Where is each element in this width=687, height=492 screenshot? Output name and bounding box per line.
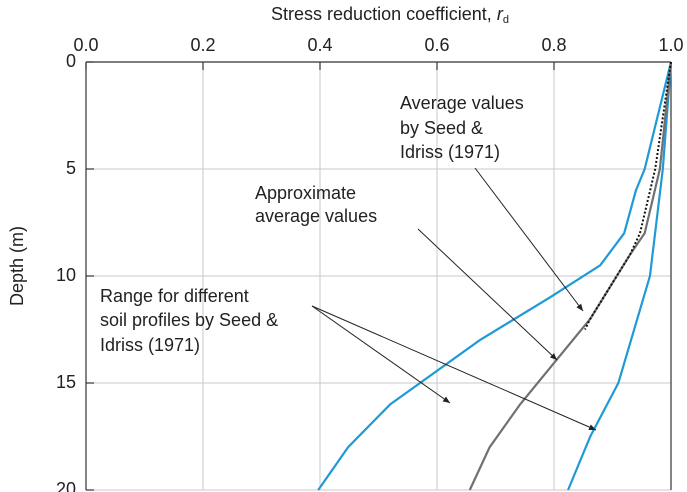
- annotation: Idriss (1971): [400, 142, 500, 162]
- annotation: soil profiles by Seed &: [100, 310, 278, 330]
- x-tick-label: 0.8: [541, 35, 566, 55]
- y-tick-label: 0: [66, 51, 76, 71]
- y-tick-label: 20: [56, 479, 76, 492]
- arrow: [311, 305, 451, 404]
- x-tick-label: 0.6: [424, 35, 449, 55]
- annotation: Idriss (1971): [100, 335, 200, 355]
- annotation: Approximate: [255, 183, 356, 203]
- series-line: [317, 61, 673, 491]
- x-tick-label: 0.2: [190, 35, 215, 55]
- y-tick-label: 10: [56, 265, 76, 285]
- arrow: [474, 167, 584, 312]
- series-line: [584, 61, 672, 330]
- y-tick-label: 15: [56, 372, 76, 392]
- arrow: [417, 228, 558, 361]
- y-axis-label: Depth (m): [7, 226, 27, 306]
- series-line: [567, 61, 673, 491]
- arrow: [311, 305, 597, 431]
- annotation: Average values: [400, 93, 524, 113]
- annotation: average values: [255, 206, 377, 226]
- annotation: by Seed &: [400, 118, 483, 138]
- annotation: Range for different: [100, 286, 249, 306]
- x-tick-label: 0.4: [307, 35, 332, 55]
- x-tick-label: 1.0: [658, 35, 683, 55]
- x-tick-label: 0.0: [73, 35, 98, 55]
- plot: 0.0 0.2 0.4 0.6 0.8 1.0 0 5 10 15 20: [56, 35, 684, 492]
- x-axis-label: Stress reduction coefficient, rd: [271, 4, 509, 26]
- y-tick-label: 5: [66, 158, 76, 178]
